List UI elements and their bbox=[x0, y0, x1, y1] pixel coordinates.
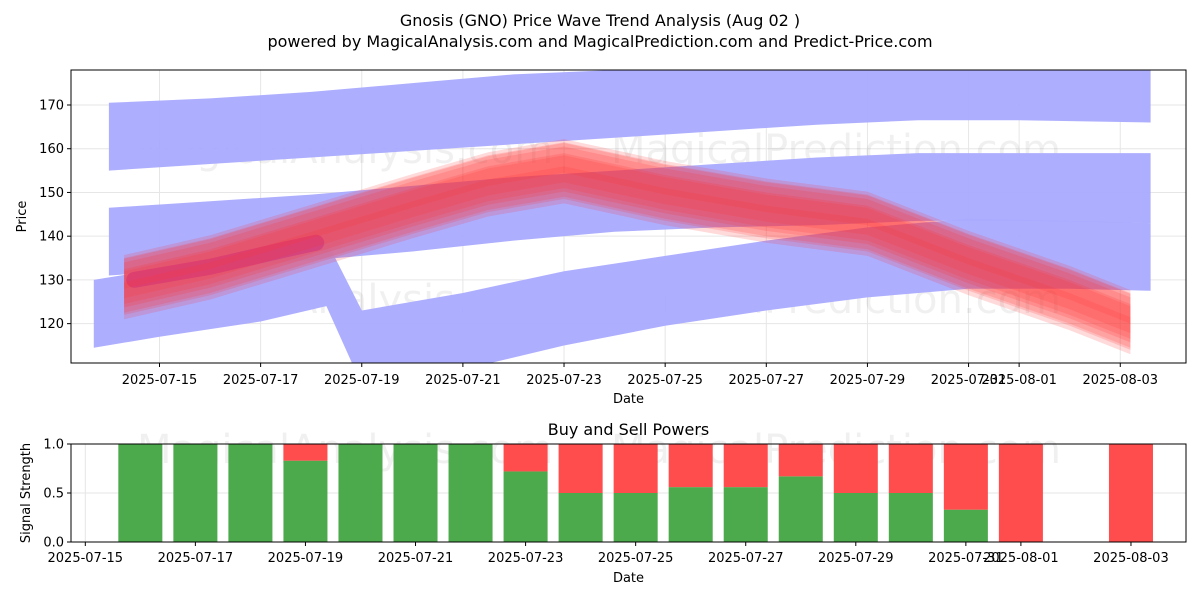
buy-bar bbox=[228, 444, 273, 542]
wave-band-red bbox=[124, 139, 1131, 343]
buy-bar bbox=[778, 476, 823, 542]
sell-bar bbox=[888, 444, 933, 493]
buy-bar bbox=[283, 460, 328, 542]
sell-bar bbox=[1108, 444, 1153, 542]
wave-band-blue bbox=[108, 70, 1151, 171]
x-tick-label: 2025-07-23 bbox=[488, 551, 564, 566]
x-tick-label: 2025-08-01 bbox=[981, 373, 1057, 388]
x-tick-label: 2025-07-15 bbox=[48, 551, 124, 566]
sell-bar bbox=[943, 444, 988, 510]
x-tick-label: 2025-08-03 bbox=[1093, 551, 1169, 566]
x-tick-label: 2025-07-19 bbox=[268, 551, 344, 566]
x-tick-label: 2025-07-15 bbox=[122, 373, 198, 388]
x-tick-label: 2025-07-27 bbox=[729, 373, 805, 388]
x-tick-label: 2025-07-25 bbox=[598, 551, 674, 566]
x-tick-label: 2025-07-21 bbox=[378, 551, 454, 566]
buy-bar bbox=[393, 444, 438, 542]
wave-band-red bbox=[124, 146, 1131, 324]
buy-bar bbox=[118, 444, 163, 542]
wave-band-red bbox=[124, 153, 1131, 339]
x-tick-label: 2025-07-19 bbox=[324, 373, 400, 388]
sell-bar bbox=[778, 444, 823, 477]
buy-bar bbox=[338, 444, 383, 542]
sell-bar bbox=[503, 444, 548, 472]
x-tick-label: 2025-07-23 bbox=[526, 373, 602, 388]
x-tick-label: 2025-08-01 bbox=[983, 551, 1059, 566]
y-tick-label: 140 bbox=[39, 230, 64, 245]
purple-trend-segment bbox=[126, 234, 325, 288]
y-axis-label: Signal Strength bbox=[19, 443, 34, 543]
wave-band-red bbox=[124, 166, 1131, 348]
x-tick-label: 2025-07-27 bbox=[708, 551, 784, 566]
wave-band-red bbox=[124, 143, 1131, 334]
y-tick-label: 160 bbox=[39, 142, 64, 157]
buy-bar bbox=[503, 471, 548, 542]
y-tick-label: 150 bbox=[39, 186, 64, 201]
chart-title: Gnosis (GNO) Price Wave Trend Analysis (… bbox=[400, 11, 800, 30]
sell-bar bbox=[283, 444, 328, 461]
y-tick-label: 170 bbox=[39, 98, 64, 113]
x-axis-label: Date bbox=[613, 571, 644, 586]
chart-subtitle: powered by MagicalAnalysis.com and Magic… bbox=[267, 32, 932, 51]
buy-bar bbox=[833, 493, 878, 542]
wave-band-red bbox=[124, 142, 1131, 355]
buy-bar bbox=[558, 493, 603, 542]
x-tick-label: 2025-07-17 bbox=[158, 551, 234, 566]
y-tick-label: 0.0 bbox=[43, 536, 64, 551]
y-tick-label: 130 bbox=[39, 273, 64, 288]
price-plot: MagicalAnalysis.comMagicalPrediction.com… bbox=[15, 69, 1187, 407]
x-tick-label: 2025-07-31 bbox=[931, 373, 1007, 388]
bar-chart-title: Buy and Sell Powers bbox=[548, 420, 710, 439]
sell-bar bbox=[558, 444, 603, 493]
x-tick-label: 2025-07-17 bbox=[223, 373, 299, 388]
buy-bar bbox=[668, 487, 713, 542]
sell-bar bbox=[668, 444, 713, 488]
buy-bar bbox=[723, 487, 768, 542]
y-tick-label: 1.0 bbox=[43, 438, 64, 453]
y-tick-label: 120 bbox=[39, 317, 64, 332]
x-tick-label: 2025-07-29 bbox=[818, 551, 894, 566]
wave-band-blue bbox=[93, 218, 1151, 363]
plot-area bbox=[93, 70, 1151, 363]
buy-bar bbox=[613, 493, 658, 542]
x-tick-label: 2025-07-31 bbox=[928, 551, 1004, 566]
y-tick-label: 0.5 bbox=[43, 487, 64, 502]
buy-bar bbox=[888, 493, 933, 542]
buy-bar bbox=[448, 444, 493, 542]
sell-bar bbox=[998, 444, 1043, 542]
x-tick-label: 2025-08-03 bbox=[1082, 373, 1158, 388]
sell-bar bbox=[723, 444, 768, 488]
x-tick-label: 2025-07-25 bbox=[627, 373, 703, 388]
x-axis-label: Date bbox=[613, 392, 644, 407]
sell-bar bbox=[613, 444, 658, 493]
plot-frame bbox=[70, 69, 1187, 364]
x-tick-label: 2025-07-21 bbox=[425, 373, 501, 388]
sell-bar bbox=[833, 444, 878, 493]
y-axis-label: Price bbox=[15, 201, 30, 233]
buy-bar bbox=[943, 509, 988, 542]
signal-plot: MagicalAnalysis.comMagicalPrediction.com… bbox=[19, 420, 1187, 586]
buy-bar bbox=[173, 444, 218, 542]
wave-band-blue bbox=[108, 153, 1151, 276]
x-tick-label: 2025-07-29 bbox=[830, 373, 906, 388]
wave-band-red bbox=[124, 155, 1131, 350]
